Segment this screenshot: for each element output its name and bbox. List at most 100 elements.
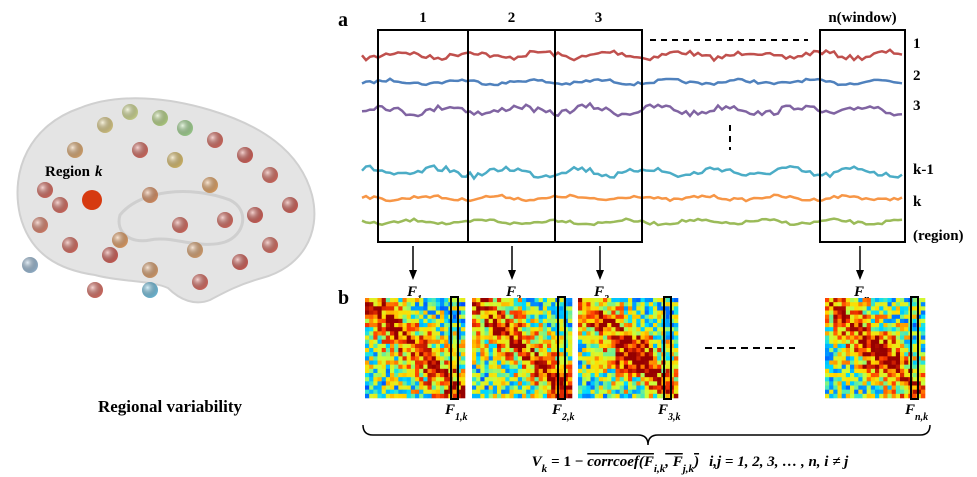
heatmap-cell	[427, 327, 432, 332]
heatmap-cell	[497, 373, 502, 378]
heatmap-cell	[385, 360, 391, 365]
heatmap-cell	[632, 331, 637, 336]
heatmap-cell	[594, 298, 600, 303]
heatmap-cell	[900, 373, 905, 378]
heatmap-cell	[444, 364, 449, 370]
heatmap-cell	[530, 360, 535, 365]
heatmap-cell	[586, 393, 591, 399]
heatmap-cell	[895, 360, 901, 365]
heatmap-cell	[522, 377, 527, 382]
heatmap-cell	[632, 323, 637, 328]
heatmap-cell	[513, 327, 519, 332]
heatmap-cell	[586, 335, 591, 340]
heatmap-cell	[870, 302, 876, 307]
heatmap-cell	[452, 360, 457, 365]
heatmap-cell	[875, 389, 880, 395]
heatmap-cell	[513, 343, 519, 349]
heatmap-cell	[841, 314, 847, 320]
heatmap-cell	[582, 318, 587, 324]
heatmap-cell	[623, 331, 629, 336]
heatmap-cell	[435, 348, 441, 353]
heatmap-cell	[542, 314, 548, 320]
heatmap-cell	[920, 306, 926, 311]
heatmap-cell	[875, 352, 880, 357]
heatmap-cell	[538, 393, 544, 399]
heatmap-cell	[891, 368, 897, 374]
heatmap-cell	[476, 335, 481, 340]
heatmap-cell	[632, 298, 637, 303]
heatmap-cell	[875, 348, 880, 353]
heatmap-cell	[875, 331, 880, 336]
heatmap-cell	[390, 327, 395, 332]
heatmap-cell	[582, 373, 587, 378]
heatmap-cell	[431, 356, 437, 361]
heatmap-cell	[410, 310, 416, 315]
heatmap-cell	[920, 368, 926, 374]
heatmap-cell	[619, 348, 625, 353]
heatmap-cell	[419, 323, 424, 328]
heatmap-cell	[415, 327, 420, 332]
heatmap-cell	[390, 343, 395, 349]
heatmap-cell	[850, 302, 855, 307]
heatmap-cell	[419, 327, 424, 332]
heatmap-cell	[534, 327, 539, 332]
heatmap-cell	[858, 318, 863, 324]
heatmap-cell	[398, 318, 403, 324]
heatmap-cell	[875, 385, 880, 390]
heatmap-cell	[427, 318, 432, 324]
heatmap-cell	[611, 364, 616, 370]
heatmap-cell	[594, 327, 600, 332]
node-shade	[97, 117, 113, 133]
heatmap-cell	[850, 352, 855, 357]
heatmap-cell	[381, 389, 387, 395]
heatmap-cell	[373, 348, 378, 353]
heatmap-cell	[390, 389, 395, 395]
heatmap-cell	[526, 314, 531, 320]
heatmap-cell	[858, 364, 863, 370]
heatmap-cell	[850, 318, 855, 324]
heatmap-cell	[410, 306, 416, 311]
heatmap-cell	[381, 298, 387, 303]
heatmap-cell	[501, 343, 506, 349]
heatmap-cell	[653, 360, 658, 365]
heatmap-cell	[534, 393, 539, 399]
heatmap-cell	[623, 352, 629, 357]
heatmap-cell	[858, 298, 863, 303]
heatmap-cell	[559, 327, 564, 332]
heatmap-cell	[632, 381, 637, 386]
heatmap-cell	[415, 318, 420, 324]
heatmap-cell	[492, 360, 498, 365]
heatmap-cell	[673, 360, 679, 365]
heatmap-cell	[501, 385, 506, 390]
heatmap-cell	[390, 360, 395, 365]
heatmap-cell	[644, 335, 650, 340]
heatmap-cell	[559, 314, 564, 320]
heatmap-cell	[594, 381, 600, 386]
heatmap-cell	[526, 368, 531, 374]
heatmap-cell	[582, 348, 587, 353]
heatmap-cell	[887, 360, 892, 365]
heatmap-cell	[858, 373, 863, 378]
formula-sub: i,k	[654, 463, 666, 475]
heatmap-cell	[632, 302, 637, 307]
heatmap-cell	[582, 381, 587, 386]
heatmap-cell	[365, 368, 370, 374]
heatmap-cell	[673, 364, 679, 370]
heatmap-cell	[492, 356, 498, 361]
heatmap-cell	[505, 393, 510, 399]
heatmap-cell	[402, 331, 407, 336]
heatmap-cell	[833, 356, 838, 361]
heatmap-cell	[858, 327, 863, 332]
heatmap-cell	[673, 298, 679, 303]
heatmap-cell	[435, 318, 441, 324]
heatmap-cell	[866, 385, 872, 390]
heatmap-cell	[644, 389, 650, 395]
heatmap-cell	[845, 381, 851, 386]
heatmap-cell	[472, 393, 477, 399]
heatmap-cell	[423, 302, 428, 307]
heatmap-cell	[501, 306, 506, 311]
heatmap-cell	[488, 310, 494, 315]
heatmap-cell	[534, 318, 539, 324]
heatmap-cell	[365, 323, 370, 328]
heatmap-cell	[517, 381, 523, 386]
